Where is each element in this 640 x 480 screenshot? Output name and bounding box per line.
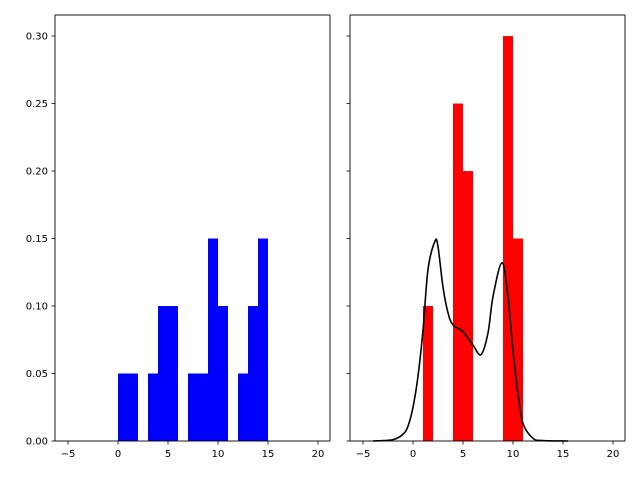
axes-frame [349,14,626,442]
y-tick-label: 0.10 [26,302,48,313]
histogram-bar [453,103,463,441]
histogram-bar [158,306,168,441]
histogram-bar [248,306,258,441]
density-line [372,238,569,442]
x-tick-label: 20 [312,449,325,460]
x-tick-label: 0 [410,449,416,460]
x-tick-label: 5 [460,449,466,460]
x-tick-label: 10 [507,449,520,460]
x-tick-label: 15 [262,449,275,460]
x-tick-label: 20 [607,449,620,460]
y-tick-label: 0.25 [26,99,48,110]
histogram-bar [463,171,473,441]
histogram-bar [168,306,178,441]
histogram-bar [128,373,138,441]
y-tick-label: 0.05 [26,369,48,380]
x-tick-label: −5 [61,449,76,460]
histogram-bar [513,238,523,441]
y-tick-label: 0.30 [26,32,48,43]
histogram-bar [208,238,218,441]
x-tick-label: 15 [557,449,570,460]
histogram-bar [503,36,513,441]
x-tick-label: 5 [165,449,171,460]
y-tick-label: 0.00 [26,437,48,448]
x-tick-label: −5 [356,449,371,460]
histogram-bar [118,373,128,441]
histogram-bar [258,238,268,441]
subplot-2: −5 0 5 10 15 20 [346,14,626,460]
histogram-bar [188,373,198,441]
histogram-bar [218,306,228,441]
histogram-bar [198,373,208,441]
subplot-1: −5 0 5 10 15 20 0.00 0.05 0.10 0.15 0.20 0.25 0.30 [26,14,331,460]
axes-frame [54,14,331,442]
histogram-bar [423,306,433,441]
x-tick-label: 0 [115,449,121,460]
x-tick-label: 10 [212,449,225,460]
y-tick-label: 0.20 [26,167,48,178]
histogram-bar [148,373,158,441]
histogram-bar [238,373,248,441]
y-tick-label: 0.15 [26,234,48,245]
